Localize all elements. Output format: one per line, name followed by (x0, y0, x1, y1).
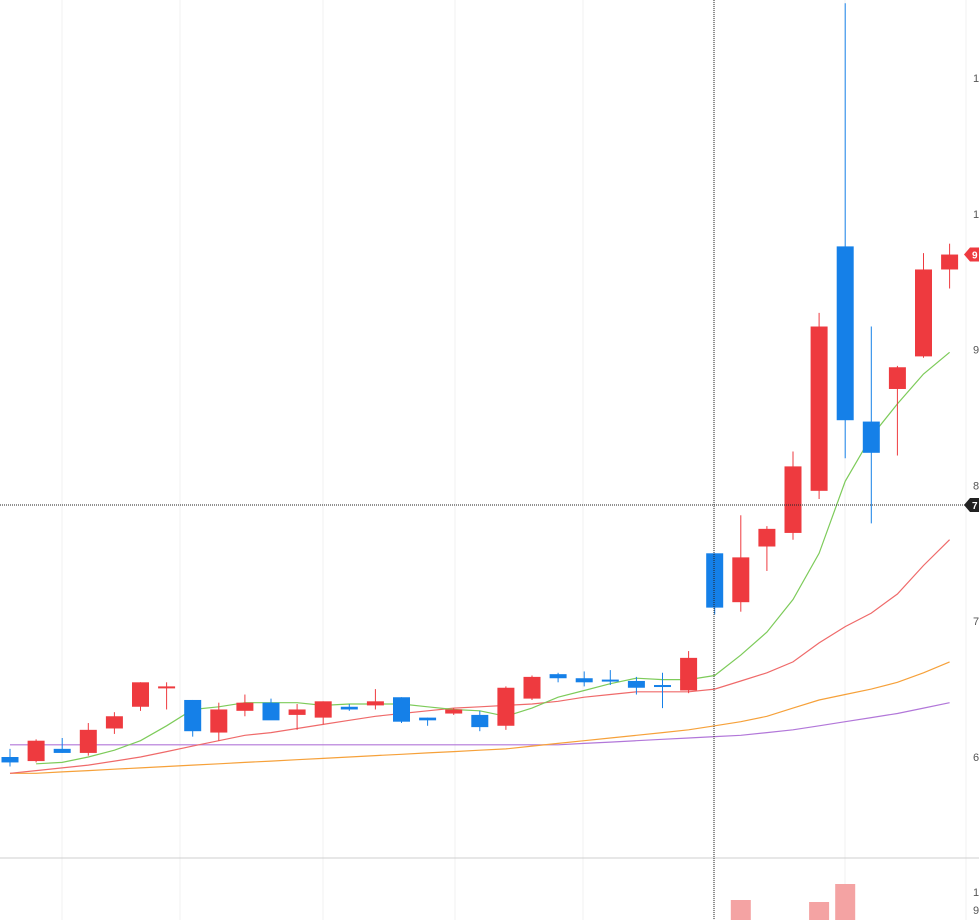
candle-body (758, 528, 776, 547)
candle-body (288, 709, 306, 715)
candle-body (523, 676, 541, 699)
grid-lines (61, 0, 967, 920)
ma60-line (10, 702, 950, 746)
candle-body (132, 682, 149, 707)
candle-body (680, 657, 698, 691)
volume-bar (809, 902, 830, 920)
candle-body (445, 709, 463, 714)
candle-body (862, 421, 880, 453)
moving-average-lines (9, 351, 951, 774)
candle-body (654, 685, 671, 688)
candle-body (393, 697, 410, 722)
candle-body (888, 367, 906, 389)
candle-body (79, 729, 97, 753)
candle-body (340, 706, 358, 710)
candles (1, 3, 959, 767)
candle-body (105, 716, 123, 729)
crosshair-price-label: 7 (972, 501, 978, 512)
candle-body (366, 701, 384, 706)
candle-body (210, 709, 228, 733)
price-tick-label: 9 (973, 345, 979, 357)
price-axis: 1 1 9 8 7 6 1 9 (973, 73, 979, 917)
price-tick-label: 7 (973, 616, 979, 628)
candle-body (706, 553, 724, 608)
price-tick-label: 8 (973, 480, 979, 492)
candle-body (549, 674, 567, 679)
candle-body (915, 269, 932, 357)
volume-tick-label: 9 (973, 905, 979, 917)
last-price-badge (964, 247, 979, 262)
volume-bars (730, 884, 856, 920)
candle-body (27, 740, 45, 762)
price-badges: 97 (964, 247, 979, 512)
volume-bar (730, 900, 751, 920)
candle-body (627, 680, 645, 688)
ma20-line (10, 661, 950, 774)
volume-bar (835, 884, 856, 920)
candle-body (314, 701, 332, 718)
ma10-line (9, 539, 951, 774)
candle-body (53, 748, 71, 753)
candle-body (601, 679, 619, 682)
candle-body (158, 686, 176, 689)
candle-body (836, 246, 854, 421)
price-tick-label: 6 (973, 752, 979, 764)
candle-body (471, 714, 489, 728)
candle-body (575, 678, 593, 683)
candle-body (732, 557, 750, 603)
candle-body (784, 466, 802, 533)
crosshair-price-badge (964, 498, 979, 512)
candle-body (497, 687, 515, 726)
last-price-label: 9 (972, 251, 978, 262)
candle-body (184, 699, 202, 732)
candle-body (262, 702, 280, 721)
candle-body (419, 717, 437, 721)
candle-body (810, 326, 828, 491)
price-tick-label: 1 (973, 73, 979, 85)
candle-body (941, 254, 959, 270)
candle-body (1, 757, 19, 763)
candle-body (236, 702, 254, 711)
price-tick-label: 1 (973, 209, 979, 221)
volume-tick-label: 1 (973, 887, 979, 899)
